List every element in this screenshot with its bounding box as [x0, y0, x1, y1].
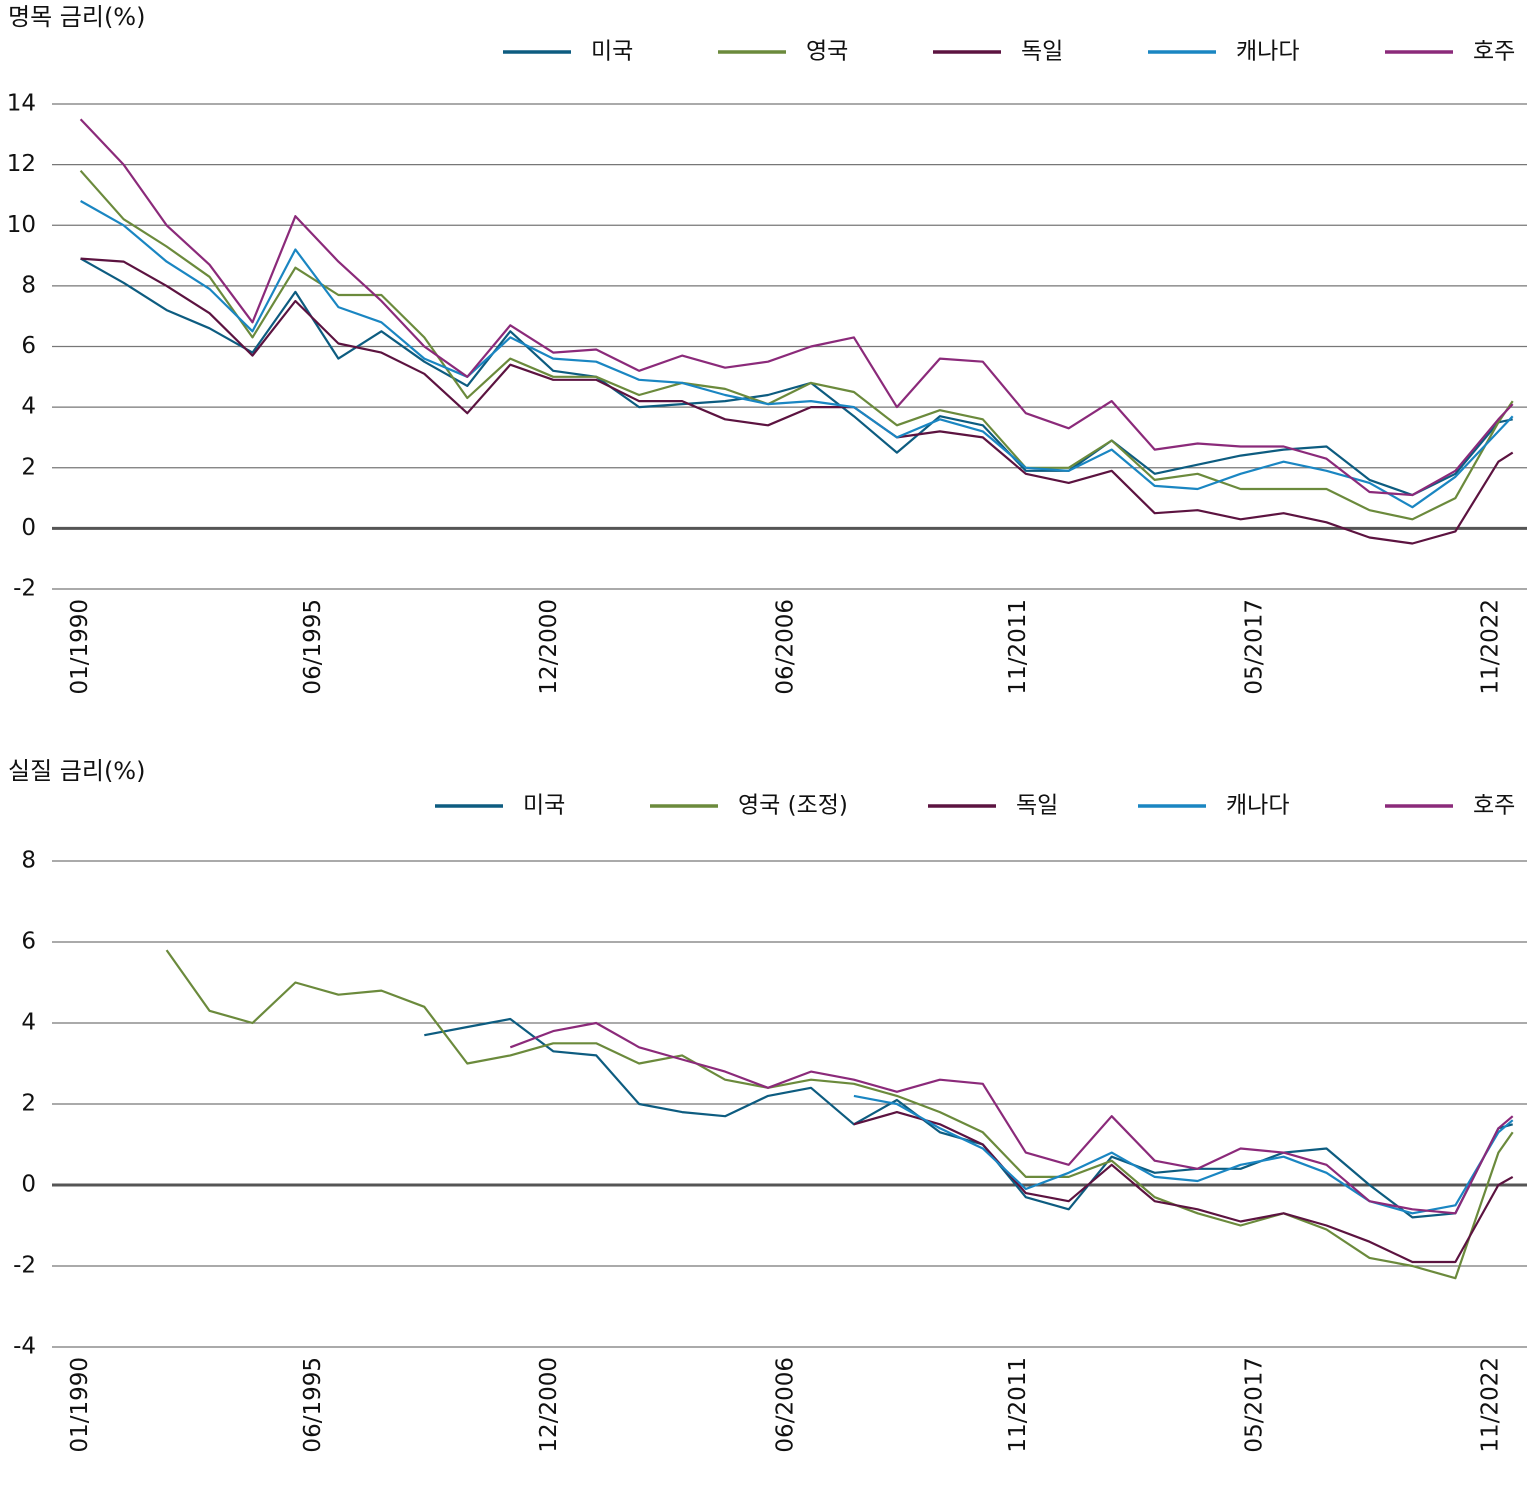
- chart-title: 실질 금리(%): [8, 757, 145, 785]
- x-tick-label: 12/2000: [536, 599, 562, 695]
- y-tick-label: -2: [13, 576, 36, 602]
- y-tick-label: 12: [7, 151, 36, 177]
- y-tick-label: 14: [7, 91, 36, 117]
- x-tick-label: 01/1990: [67, 599, 93, 695]
- series-line: [80, 200, 1514, 509]
- y-tick-label: 6: [21, 333, 36, 359]
- chart-title: 명목 금리(%): [8, 3, 145, 31]
- series-line: [79, 169, 1514, 521]
- y-tick-label: 6: [21, 929, 36, 955]
- chart: 실질 금리(%) -4 -2 0 2 4 6 8 01/1990 06/1995 12/2000 06…: [8, 757, 1527, 1453]
- series-line: [509, 1021, 1514, 1215]
- legend-label: 영국: [806, 39, 848, 65]
- legend-label: 캐나다: [1236, 39, 1299, 65]
- series-line: [80, 257, 1514, 545]
- y-tick-label: 0: [21, 1172, 36, 1198]
- series-line: [80, 257, 1513, 497]
- x-tick-label: 12/2000: [536, 1357, 562, 1453]
- series-line: [853, 1094, 1514, 1215]
- x-tick-label: 06/1995: [300, 599, 326, 695]
- y-tick-label: 8: [21, 272, 36, 298]
- legend-label: 독일: [1021, 39, 1063, 65]
- y-tick-label: 4: [21, 394, 36, 420]
- x-tick-label: 11/2022: [1478, 599, 1504, 695]
- y-tick-label: -4: [13, 1334, 36, 1360]
- x-tick-label: 06/2006: [772, 1357, 798, 1453]
- y-tick-label: 8: [21, 848, 36, 874]
- legend-label: 미국: [591, 39, 633, 65]
- y-tick-label: 2: [21, 454, 36, 480]
- x-tick-label: 01/1990: [67, 1357, 93, 1453]
- chart: 명목 금리(%) -2 0 2 4 6 8 10 12 14 01/1990 06/1995 12/20…: [7, 3, 1527, 695]
- y-tick-label: -2: [13, 1253, 36, 1279]
- legend-label: 호주: [1473, 39, 1515, 65]
- x-tick-label: 05/2017: [1241, 599, 1267, 695]
- legend-label: 영국 (조정): [738, 793, 848, 819]
- y-tick-label: 4: [21, 1010, 36, 1036]
- x-tick-label: 11/2011: [1005, 1357, 1031, 1453]
- series-line: [79, 118, 1514, 497]
- x-tick-label: 11/2011: [1005, 599, 1031, 695]
- y-tick-label: 0: [21, 515, 36, 541]
- x-tick-label: 06/1995: [300, 1357, 326, 1453]
- x-tick-label: 06/2006: [772, 599, 798, 695]
- x-tick-label: 05/2017: [1241, 1357, 1267, 1453]
- legend-label: 미국: [523, 793, 565, 819]
- legend-label: 캐나다: [1226, 793, 1289, 819]
- y-tick-label: 10: [7, 212, 36, 238]
- series-line: [853, 1111, 1514, 1264]
- series-line: [165, 949, 1514, 1280]
- x-tick-label: 11/2022: [1478, 1357, 1504, 1453]
- y-tick-label: 2: [21, 1091, 36, 1117]
- legend-label: 독일: [1016, 793, 1058, 819]
- legend-label: 호주: [1473, 793, 1515, 819]
